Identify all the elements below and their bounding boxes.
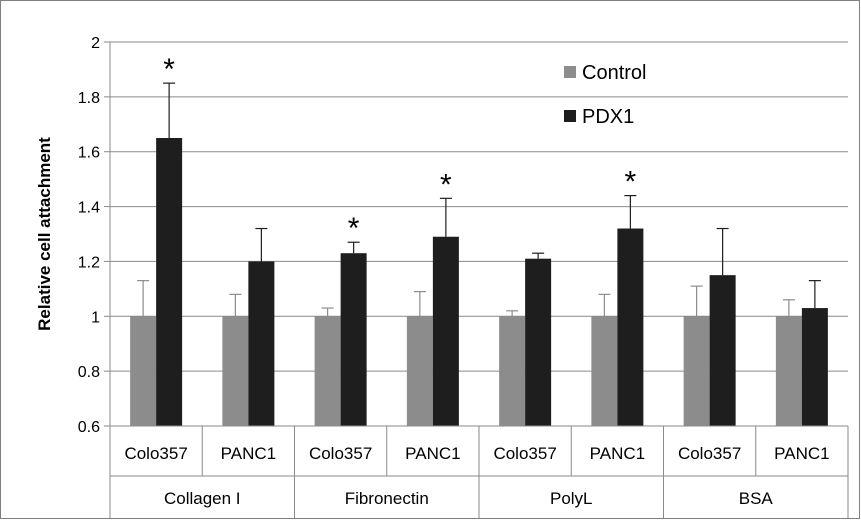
y-tick-label: 1.6	[78, 145, 100, 162]
legend-label: PDX1	[582, 106, 634, 128]
x-category-label: Colo357	[124, 444, 187, 463]
bars	[130, 138, 828, 426]
bar-control	[222, 316, 249, 426]
x-category-label: Colo357	[493, 444, 556, 463]
legend-swatch-control	[564, 66, 576, 78]
x-category-label: Colo357	[309, 444, 372, 463]
x-group-label: BSA	[739, 489, 774, 508]
legend: Control PDX1	[564, 62, 646, 128]
x-group-label: Collagen I	[164, 489, 241, 508]
y-tick-label: 0.8	[78, 364, 100, 381]
significance-star: *	[440, 168, 452, 201]
y-tick-label: 2	[91, 35, 100, 52]
significance-star: *	[348, 212, 360, 245]
y-tick-label: 1.4	[78, 200, 100, 217]
significance-markers: * * * *	[163, 53, 636, 245]
bar-pdx1	[156, 138, 183, 426]
bar-pdx1	[709, 275, 736, 426]
bar-pdx1	[432, 236, 459, 426]
y-tick-label: 1.2	[78, 254, 100, 271]
significance-star: *	[163, 53, 175, 86]
legend-label: Control	[582, 62, 646, 84]
y-tick-label: 0.6	[78, 419, 100, 436]
x-category-label: PANC1	[405, 444, 460, 463]
bar-control	[406, 316, 433, 426]
y-axis-label: Relative cell attachment	[35, 137, 54, 331]
significance-star: *	[625, 166, 637, 199]
x-category-label: PANC1	[774, 444, 829, 463]
bar-control	[775, 316, 802, 426]
bar-control	[591, 316, 618, 426]
bar-control	[683, 316, 710, 426]
x-axis: Colo357 PANC1 Colo357 PANC1 Colo357 PANC1 Colo…	[109, 425, 849, 518]
bar-pdx1	[340, 253, 367, 426]
bar-pdx1	[248, 261, 275, 426]
error-bars	[137, 82, 821, 317]
bar-control	[499, 316, 526, 426]
bar-control	[314, 316, 341, 426]
y-tick-label: 1	[91, 309, 100, 326]
bar-pdx1	[801, 308, 828, 426]
x-category-label: Colo357	[678, 444, 741, 463]
bar-pdx1	[525, 258, 552, 426]
x-group-label: Fibronectin	[345, 489, 429, 508]
bar-pdx1	[617, 228, 644, 426]
x-category-label: PANC1	[221, 444, 276, 463]
y-tick-label: 1.8	[78, 90, 100, 107]
x-category-label: PANC1	[590, 444, 645, 463]
x-group-label: PolyL	[550, 489, 593, 508]
legend-swatch-pdx1	[564, 110, 576, 122]
y-axis-ticks: 0.6 0.8 1 1.2 1.4 1.6 1.8 2	[78, 35, 111, 436]
bar-control	[130, 316, 157, 426]
